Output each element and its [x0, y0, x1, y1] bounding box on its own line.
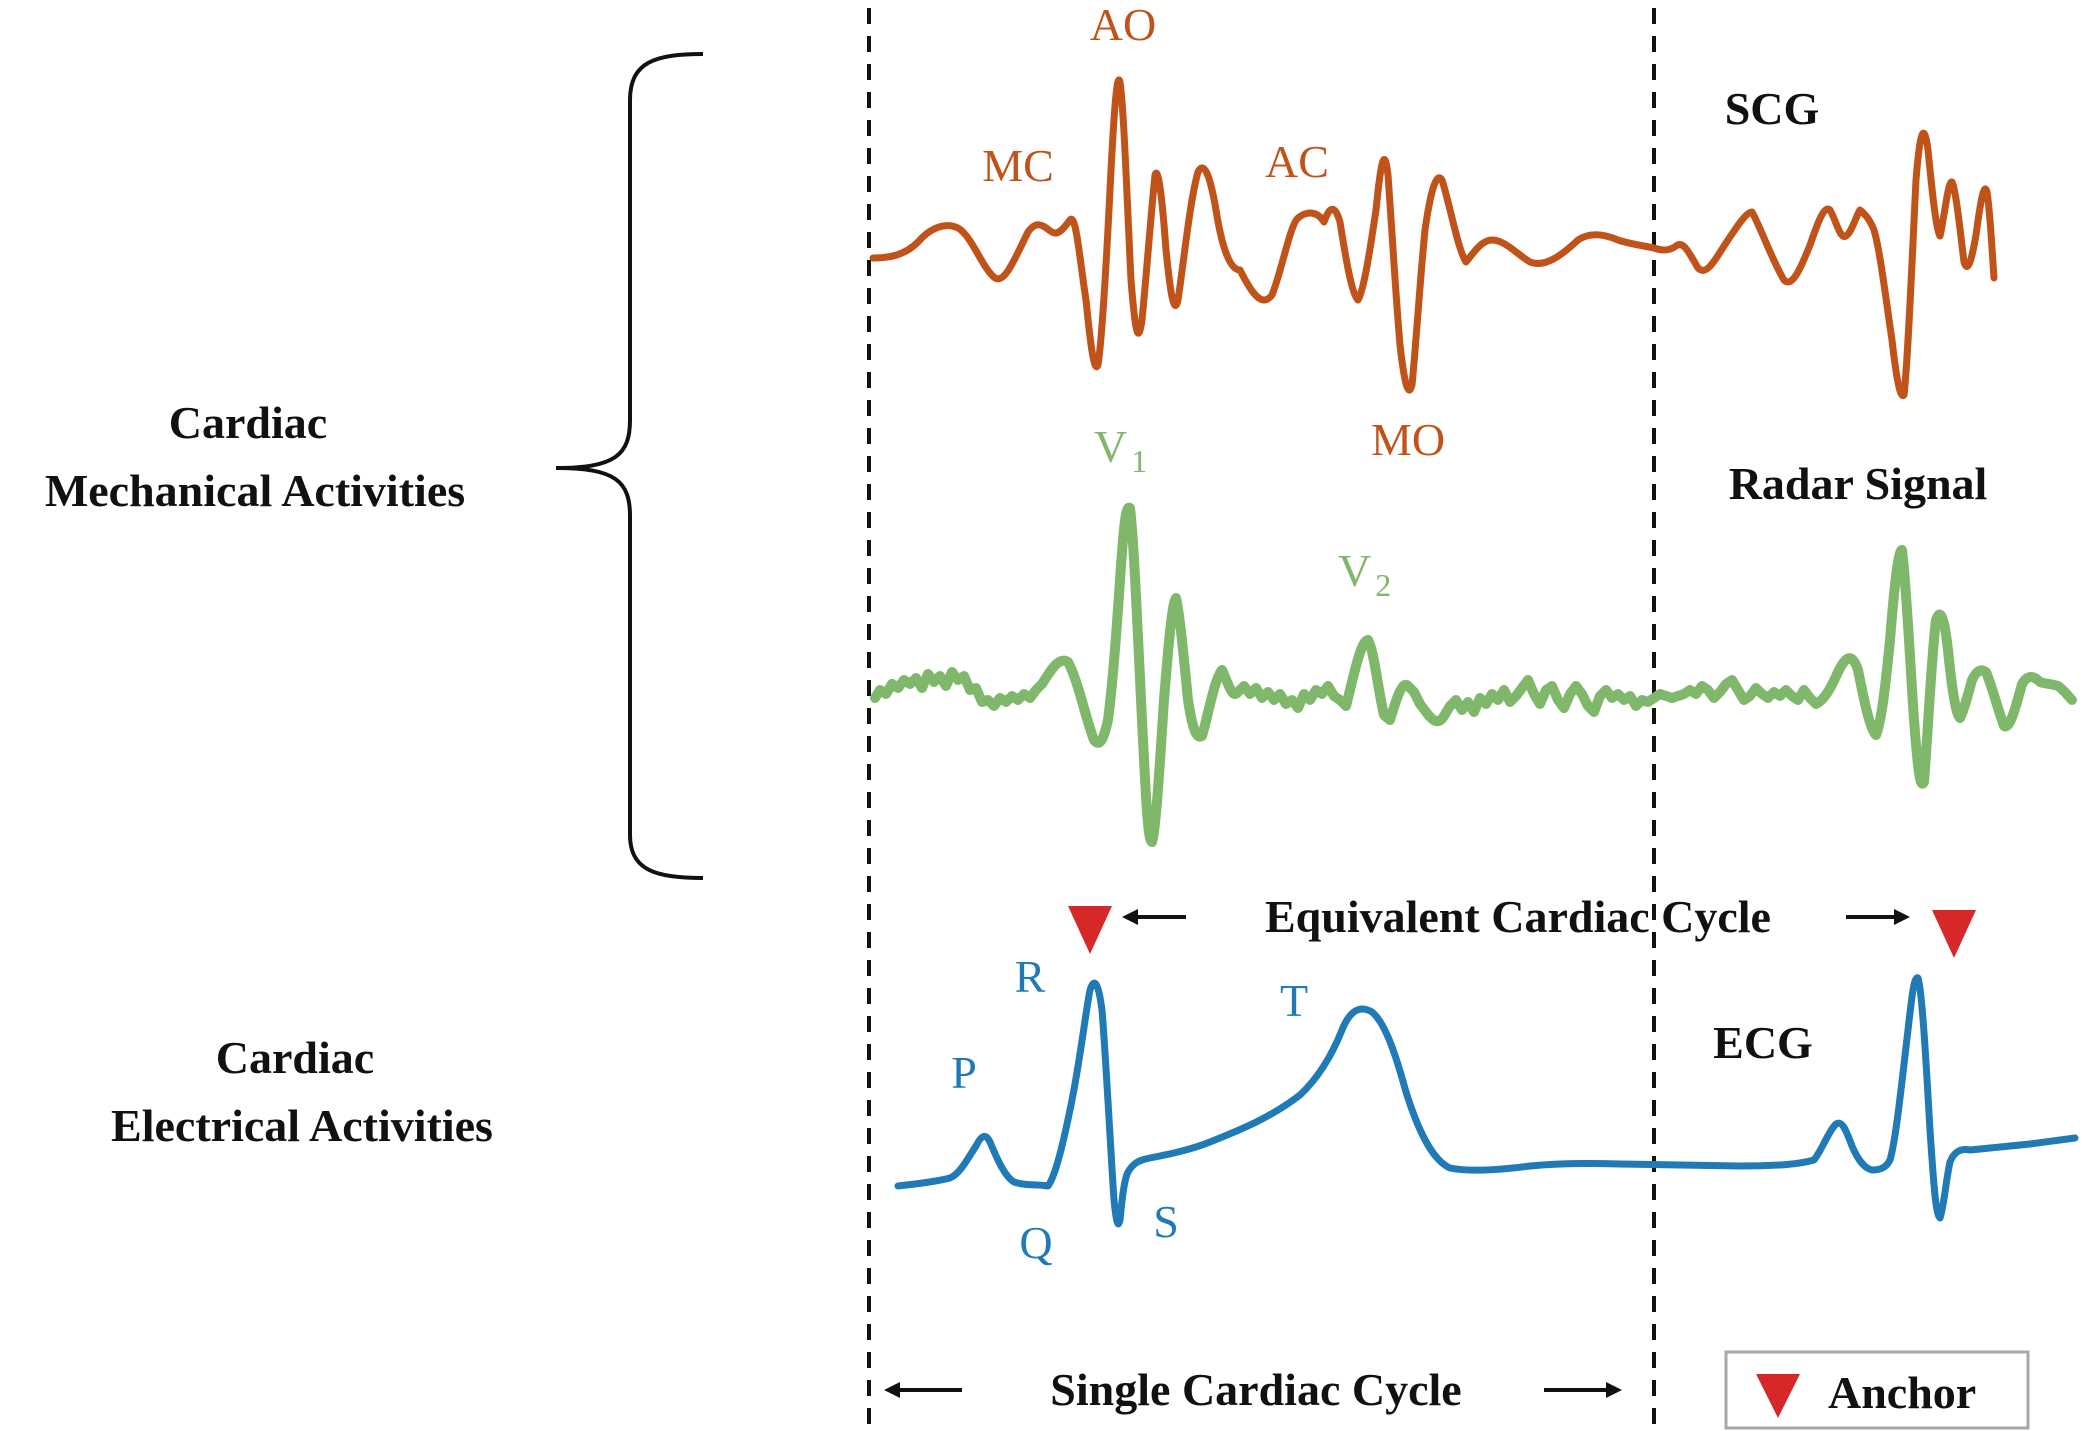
- mechanical-label-line1: Cardiac: [169, 397, 327, 448]
- ecg-point-p: P: [951, 1047, 977, 1098]
- radar-point-v2-subscript: 2: [1375, 567, 1391, 603]
- legend-anchor-icon: [1756, 1374, 1800, 1418]
- scg-point-ao: AO: [1090, 0, 1156, 50]
- ecg-point-q: Q: [1019, 1217, 1052, 1268]
- single-cycle-right-arrowhead: [1606, 1382, 1622, 1398]
- ecg-waveform: [894, 974, 2079, 1228]
- ecg-point-s: S: [1153, 1196, 1179, 1247]
- scg-point-ac: AC: [1265, 136, 1329, 187]
- scg-point-mo: MO: [1371, 414, 1445, 465]
- ecg-point-t: T: [1280, 975, 1308, 1026]
- anchor-marker-second: [1932, 910, 1976, 958]
- legend-anchor-label: Anchor: [1828, 1367, 1976, 1418]
- equivalent-cycle-right-arrowhead: [1894, 909, 1910, 925]
- ecg-signal-label: ECG: [1713, 1017, 1813, 1068]
- scg-signal-label: SCG: [1725, 83, 1820, 134]
- radar-point-v1-subscript: 1: [1131, 443, 1147, 479]
- radar-signal-label: Radar Signal: [1729, 458, 1988, 509]
- mechanical-brace: [555, 52, 704, 880]
- equivalent-cycle-label: Equivalent Cardiac Cycle: [1265, 891, 1771, 942]
- equivalent-cycle-left-arrowhead: [1122, 909, 1138, 925]
- mechanical-label-line2: Mechanical Activities: [45, 465, 465, 516]
- electrical-label-line2: Electrical Activities: [111, 1100, 493, 1151]
- anchor-marker-first: [1068, 906, 1112, 954]
- radar-point-v2-letter: V: [1338, 545, 1371, 596]
- radar-point-v1-letter: V: [1094, 421, 1127, 472]
- ecg-point-r: R: [1015, 951, 1046, 1002]
- electrical-label-line1: Cardiac: [216, 1032, 374, 1083]
- single-cycle-left-arrowhead: [884, 1382, 900, 1398]
- scg-waveform: [869, 76, 1998, 400]
- legend: Anchor: [1724, 1350, 2030, 1430]
- single-cycle-label: Single Cardiac Cycle: [1050, 1364, 1461, 1415]
- radar-waveform: [870, 502, 2077, 847]
- scg-point-mc: MC: [982, 140, 1054, 191]
